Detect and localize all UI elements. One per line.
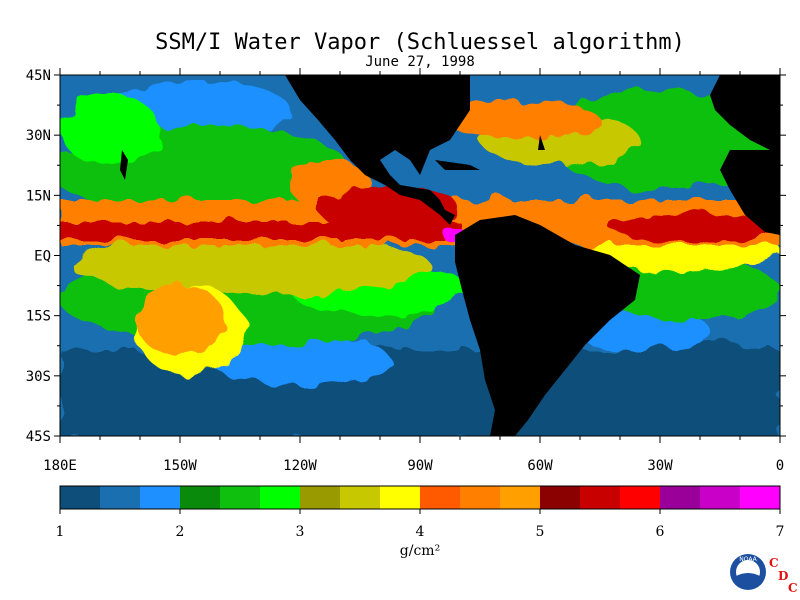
colorbar-swatch: [460, 486, 501, 509]
lon-label: 180E: [43, 458, 77, 474]
colorbar-tick-label: 4: [416, 524, 425, 540]
colorbar-tick-label: 6: [656, 524, 665, 540]
cdc-letter-d: D: [778, 569, 789, 583]
noaa-logo: NOAA: [728, 552, 768, 596]
colorbar-swatch: [380, 486, 421, 509]
yellow-zone-1: [70, 235, 430, 295]
colorbar-swatch: [220, 486, 261, 509]
green-zone-atlantic-s: [600, 260, 780, 320]
colorbar-tick-label: 5: [536, 524, 545, 540]
colorbar-tick-label: 1: [56, 524, 65, 540]
longitude-axis: 180E 150W 120W 90W 60W 30W 0: [43, 68, 784, 474]
lon-label: 120W: [283, 458, 317, 474]
red-patch-atlantic: [610, 214, 770, 242]
dry-patch-south-atlantic: [610, 340, 780, 420]
colorbar-swatch: [580, 486, 621, 509]
greenland-tip: [538, 135, 545, 150]
colorbar-tick-label: 2: [176, 524, 185, 540]
lat-label: 30S: [26, 369, 51, 385]
colorbar-swatch: [140, 486, 181, 509]
colorbar-swatch: [620, 486, 661, 509]
colorbar-unit-label: g/cm²: [399, 543, 441, 559]
colorbar-swatch: [540, 486, 581, 509]
colorbar-tick-label: 7: [776, 524, 785, 540]
colorbar-swatch: [180, 486, 221, 509]
latitude-axis: 45N 30N 15N EQ 15S 30S 45S: [26, 68, 786, 445]
colorbar-swatch: [500, 486, 541, 509]
colorbar-swatch: [260, 486, 301, 509]
svg-text:NOAA: NOAA: [739, 556, 757, 563]
lon-label: 60W: [527, 458, 553, 474]
colorbar-swatch: [700, 486, 741, 509]
lat-label: 15N: [26, 188, 51, 204]
colorbar-swatch: [740, 486, 781, 509]
map-date: June 27, 1998: [365, 54, 475, 70]
colorbar-swatch: [300, 486, 341, 509]
hawaii: [120, 150, 128, 180]
colorbar-swatch: [340, 486, 381, 509]
blue-patch-2: [210, 335, 390, 385]
cuba: [435, 160, 480, 170]
colorbar: 1 2 3 4 5 6 7: [56, 485, 785, 540]
colorbar-swatch: [420, 486, 461, 509]
south-america: [455, 215, 640, 436]
orange-patch-1: [135, 285, 225, 355]
cdc-letter-c: C: [769, 556, 779, 570]
lat-label: 45N: [26, 68, 51, 84]
lon-label: 150W: [163, 458, 197, 474]
north-america: [285, 75, 470, 225]
lon-label: 0: [776, 458, 784, 474]
orange-patch-3: [440, 102, 600, 138]
lat-label: 30N: [26, 128, 51, 144]
green-zone-atlantic-n: [550, 90, 770, 190]
lat-label: EQ: [34, 249, 51, 265]
map-title: SSM/I Water Vapor (Schluessel algorithm): [155, 30, 685, 55]
colorbar-swatch: [60, 486, 101, 509]
cdc-letter-c2: C: [788, 581, 798, 595]
colorbar-tick-label: 3: [296, 524, 305, 540]
lon-label: 30W: [647, 458, 673, 474]
west-africa: [720, 150, 780, 235]
lat-label: 15S: [26, 309, 51, 325]
map-field: [60, 75, 780, 436]
colorbar-swatch: [660, 486, 701, 509]
europe-africa: [710, 75, 780, 150]
bright-green-1: [60, 95, 160, 165]
colorbar-swatch: [100, 486, 141, 509]
land-masses: [120, 75, 780, 436]
lat-label: 45S: [26, 429, 51, 445]
lon-label: 90W: [407, 458, 433, 474]
